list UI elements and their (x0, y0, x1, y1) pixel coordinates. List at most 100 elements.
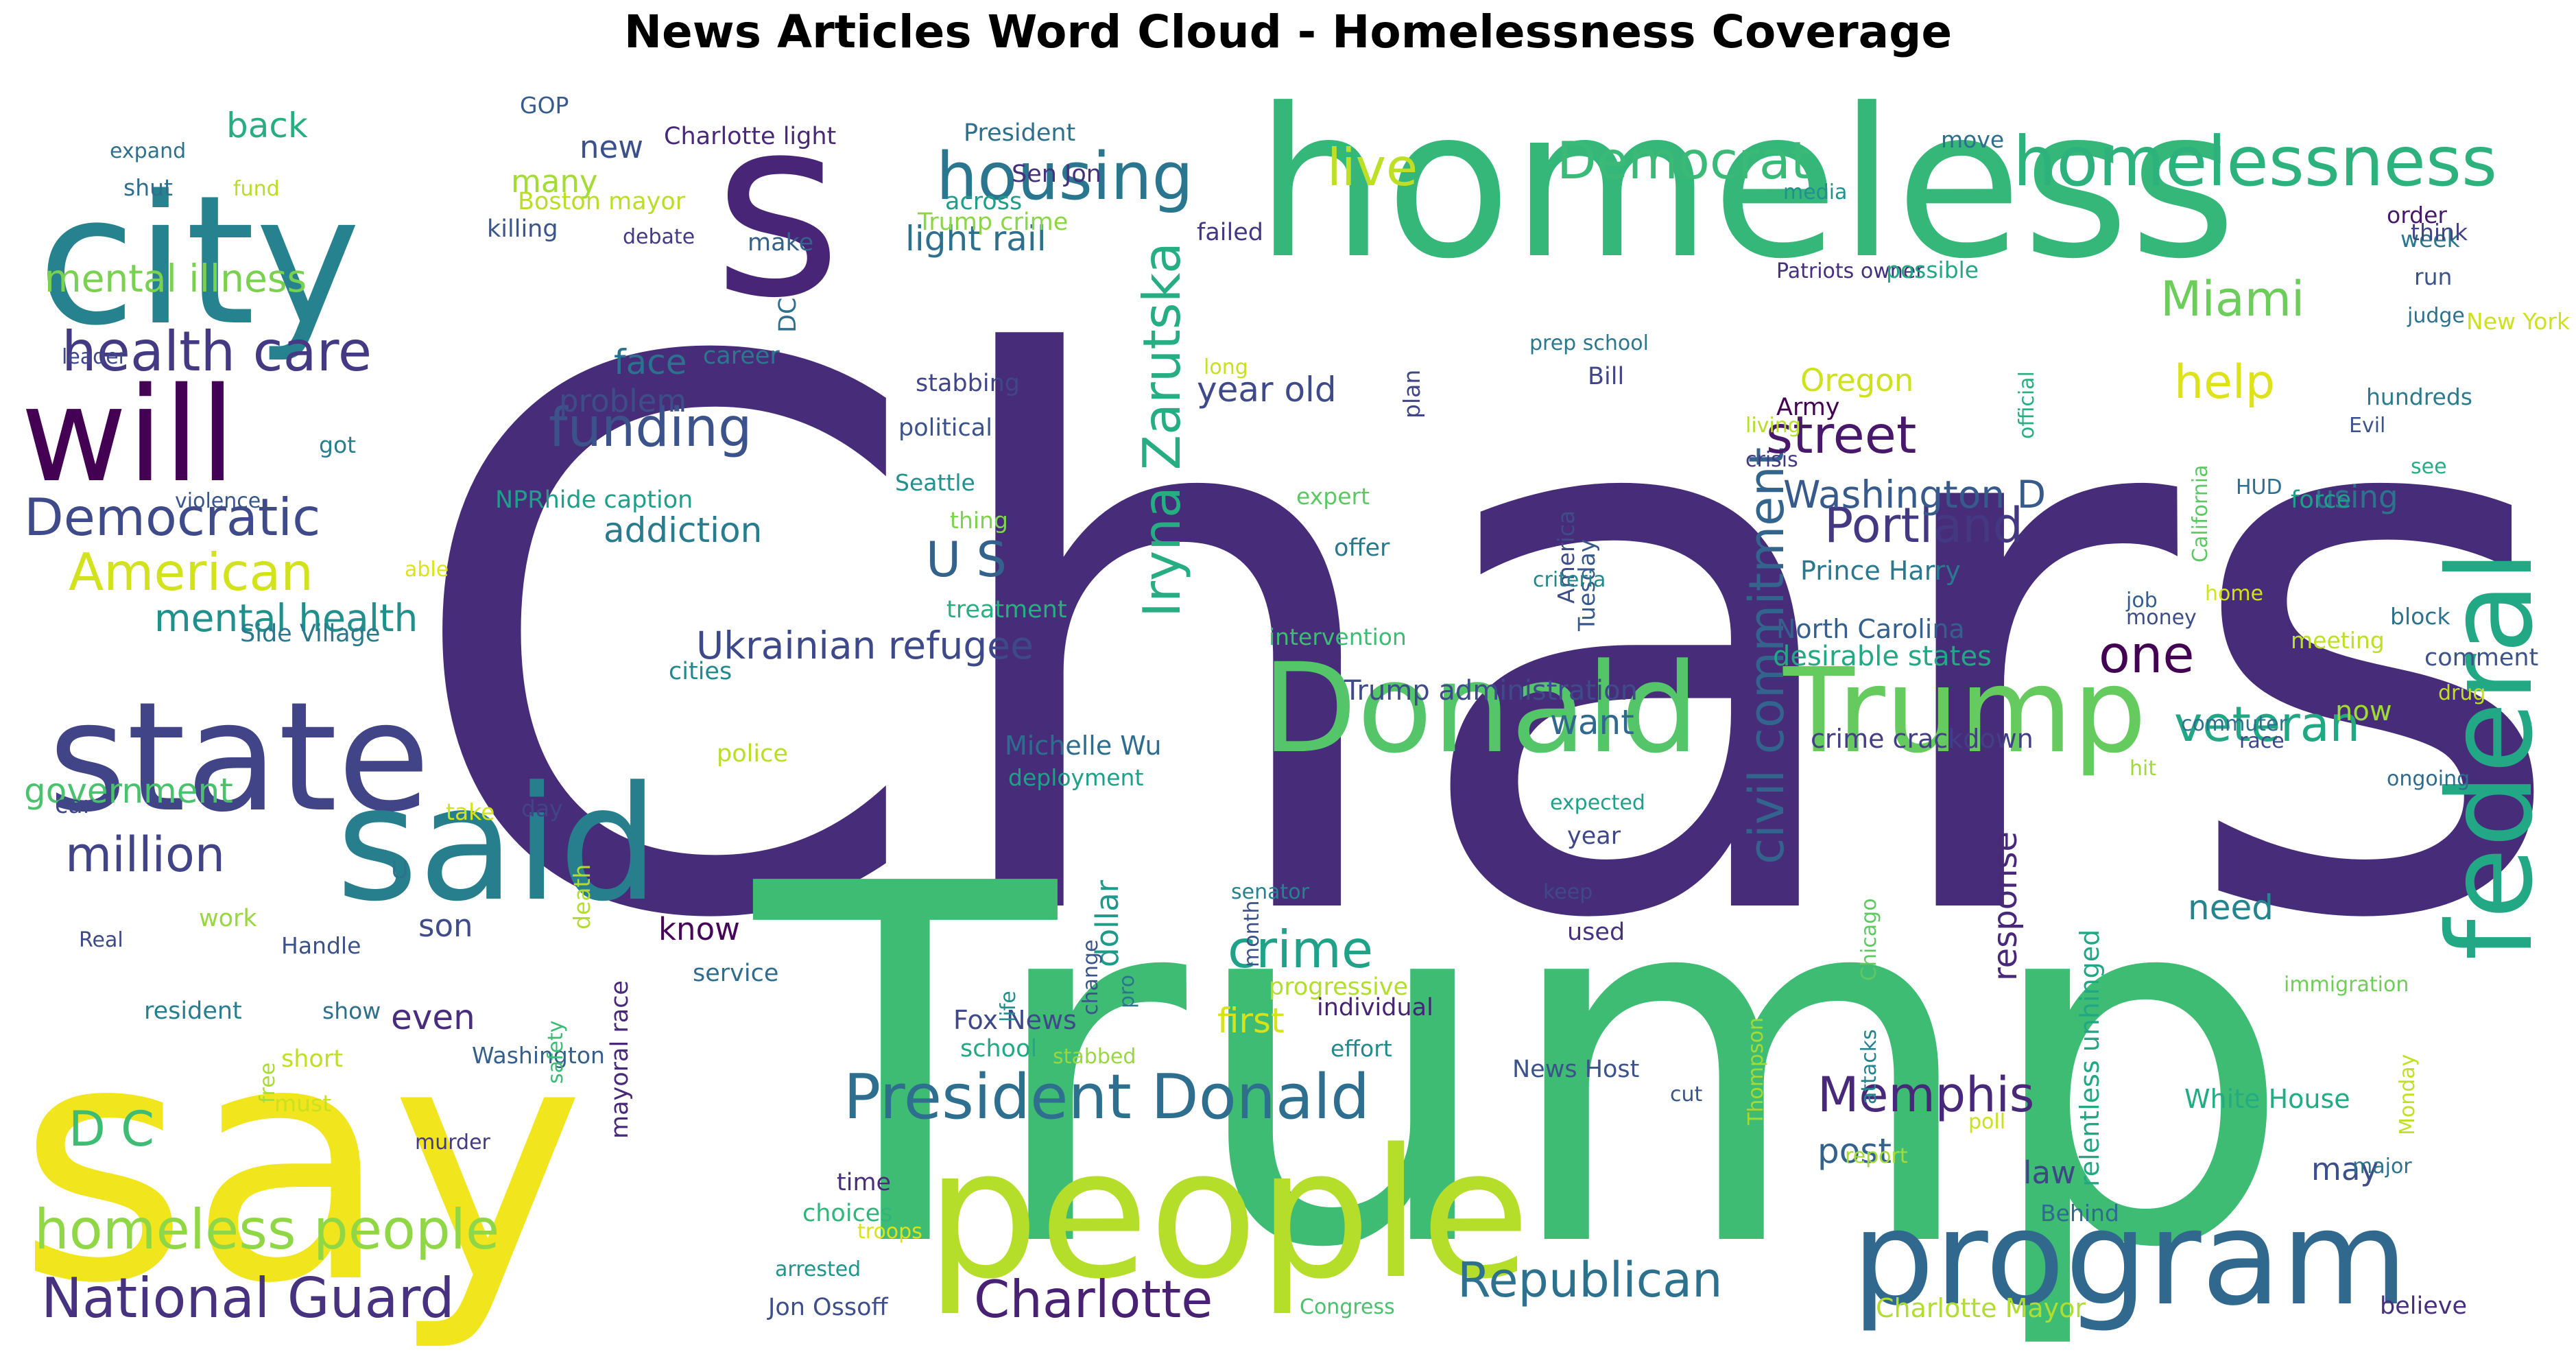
word-thing: thing (950, 507, 1008, 534)
word-crime: crime (1228, 919, 1373, 980)
word-said: said (336, 753, 659, 936)
word-memphis: Memphis (1817, 1067, 2034, 1123)
word-homeless: homeless (1255, 64, 2237, 304)
word-murder: murder (415, 1131, 491, 1155)
word-street: street (1766, 405, 1916, 465)
word-resident: resident (144, 997, 242, 1025)
word-face: face (614, 342, 687, 382)
word-prince-harry: Prince Harry (1800, 556, 1961, 586)
word-california: California (2189, 465, 2213, 563)
word-trump: Trump (747, 781, 2294, 1356)
word-school: school (960, 1035, 1037, 1063)
word-poll: poll (1968, 1110, 2005, 1134)
word-effort: effort (1331, 1035, 1392, 1062)
word-hud: HUD (2236, 475, 2282, 499)
word-problem: problem (559, 383, 687, 419)
word-chars: Chars (400, 206, 2571, 1084)
word-trump: Trump (1782, 643, 2147, 779)
word-crisis: crisis (1745, 448, 1798, 472)
word-need: need (2188, 888, 2274, 927)
word-major: major (2352, 1155, 2412, 1179)
word-hit: hit (2130, 757, 2156, 781)
word-may: may (2311, 1151, 2378, 1187)
word-troops: troops (857, 1220, 922, 1244)
word-homeless-people: homeless people (34, 1198, 499, 1262)
word-help: help (2174, 355, 2275, 410)
word-safety: safety (544, 1020, 568, 1084)
word-living: living (1745, 414, 1801, 438)
word-u: U (391, 857, 409, 884)
word-miami: Miami (2160, 271, 2304, 327)
word-dollar: dollar (1089, 879, 1125, 967)
word-must: must (274, 1090, 331, 1117)
word-chicago: Chicago (1857, 898, 1881, 981)
word-nprhide-caption: NPRhide caption (495, 486, 693, 514)
word-judge: judge (2407, 304, 2465, 328)
word-republican: Republican (1457, 1252, 1722, 1308)
word-year-old: year old (1197, 370, 1337, 410)
word-million: million (65, 827, 225, 883)
word-expert: expert (1296, 483, 1370, 510)
word-bill: Bill (1588, 363, 1624, 390)
word-light-rail: light rail (905, 219, 1047, 259)
word-make: make (748, 229, 813, 257)
word-crime-crackdown: crime crackdown (1811, 724, 2034, 754)
word-senator: senator (1231, 880, 1310, 904)
word-response: response (1986, 831, 2025, 981)
word-free: free (256, 1063, 280, 1103)
word-housing: housing (936, 139, 1193, 215)
word-arrested: arrested (775, 1257, 861, 1281)
word-veteran: veteran (2174, 696, 2360, 753)
word-used: used (1567, 919, 1625, 946)
word-drug: drug (2438, 681, 2485, 705)
word-commuter: commuter (2181, 712, 2288, 736)
word-immigration: immigration (2284, 973, 2409, 997)
word-pro: pro (1115, 975, 1139, 1008)
word-behind: Behind (2040, 1200, 2119, 1227)
word-live: live (1327, 137, 1418, 198)
word-portland: Portland (1824, 497, 2023, 554)
word-new-york: New York (2466, 308, 2571, 335)
word-fund: fund (233, 177, 280, 201)
word-keep: keep (1543, 880, 1593, 904)
word-son: son (418, 908, 473, 944)
word-media: media (1783, 180, 1847, 204)
word-meeting: meeting (2291, 627, 2385, 654)
word-move: move (1941, 126, 2004, 153)
word-violence: violence (175, 489, 261, 513)
word-side-village: Side Village (240, 620, 380, 648)
word-washington: Washington (472, 1042, 605, 1069)
word-s: s (713, 64, 842, 352)
word-deployment: deployment (1008, 764, 1143, 791)
word-expected: expected (1550, 791, 1645, 815)
word-relentless-unhinged: relentless unhinged (2075, 930, 2105, 1187)
word-want: want (1550, 702, 1634, 742)
word-know: know (658, 911, 740, 947)
word-plan: plan (1398, 370, 1425, 418)
word-civil-commitment: civil commitment (1739, 447, 1795, 864)
word-prep-school: prep school (1529, 331, 1649, 355)
word-using: using (2315, 479, 2398, 515)
word-believe: believe (2380, 1292, 2467, 1320)
word-progressive: progressive (1269, 973, 1408, 1001)
word-order: order (2387, 202, 2447, 228)
word-able: able (405, 558, 449, 582)
word-d-c: D C (69, 1101, 154, 1157)
word-thompson: Thompson (1744, 1017, 1768, 1126)
word-democratic: Democratic (24, 487, 320, 547)
word-federal: federal (2423, 550, 2559, 960)
word-back: back (226, 106, 308, 145)
word-charlotte-mayor: Charlotte Mayor (1876, 1293, 2086, 1323)
word-work: work (199, 905, 257, 932)
word-u-s: U S (926, 532, 1007, 588)
word-hundreds: hundreds (2366, 383, 2472, 410)
word-short: short (281, 1045, 343, 1073)
word-health-care: health care (62, 320, 372, 383)
word-national-guard: National Guard (41, 1266, 455, 1330)
word-washington-d: Washington D (1783, 473, 2046, 517)
word-criteria: criteria (1533, 568, 1606, 592)
word-run: run (2414, 263, 2452, 290)
word-addiction: addiction (604, 510, 762, 550)
word-take: take (446, 798, 494, 825)
